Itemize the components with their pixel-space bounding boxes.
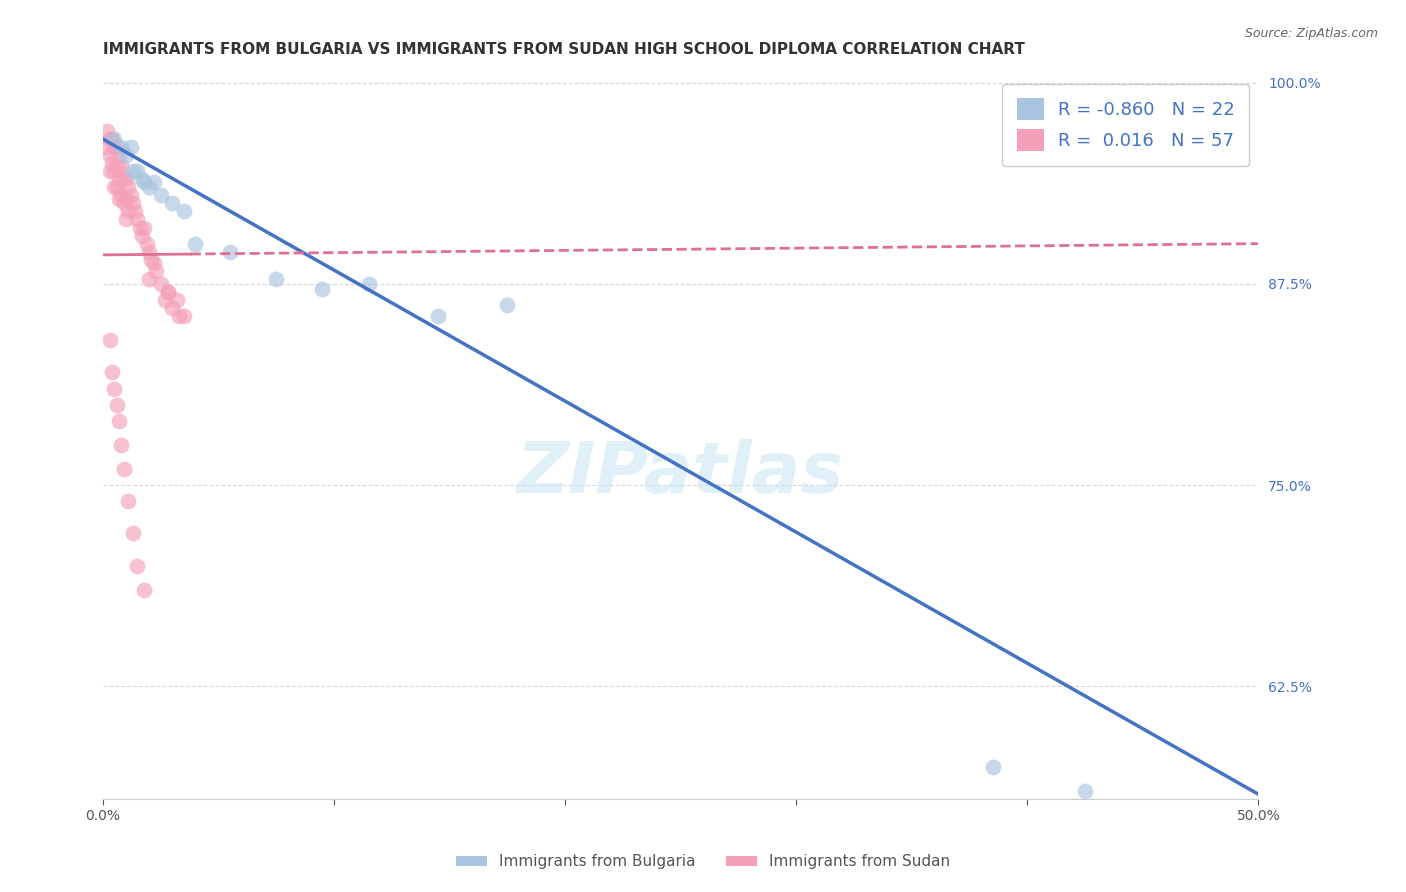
Point xyxy=(110,188,132,202)
Point xyxy=(105,180,128,194)
Point xyxy=(105,398,128,412)
Point xyxy=(103,164,125,178)
Point xyxy=(311,282,333,296)
Point xyxy=(103,382,125,396)
Point xyxy=(496,298,519,312)
Point xyxy=(131,228,153,243)
Point xyxy=(131,172,153,186)
Point xyxy=(173,309,195,323)
Point xyxy=(166,293,188,307)
Point xyxy=(127,558,149,573)
Legend: R = -0.860   N = 22, R =  0.016   N = 57: R = -0.860 N = 22, R = 0.016 N = 57 xyxy=(1002,84,1250,166)
Point xyxy=(112,462,135,476)
Point xyxy=(98,164,121,178)
Point xyxy=(264,272,287,286)
Text: IMMIGRANTS FROM BULGARIA VS IMMIGRANTS FROM SUDAN HIGH SCHOOL DIPLOMA CORRELATIO: IMMIGRANTS FROM BULGARIA VS IMMIGRANTS F… xyxy=(103,42,1025,57)
Point xyxy=(173,204,195,219)
Point xyxy=(103,132,125,146)
Point xyxy=(121,164,143,178)
Point xyxy=(135,236,157,251)
Point xyxy=(105,160,128,174)
Point xyxy=(108,172,131,186)
Point xyxy=(112,169,135,183)
Point xyxy=(117,180,139,194)
Point xyxy=(141,252,163,267)
Point xyxy=(1074,784,1097,798)
Point xyxy=(101,366,124,380)
Point xyxy=(117,494,139,508)
Legend: Immigrants from Bulgaria, Immigrants from Sudan: Immigrants from Bulgaria, Immigrants fro… xyxy=(450,848,956,875)
Point xyxy=(115,172,138,186)
Point xyxy=(110,438,132,452)
Point xyxy=(357,277,380,291)
Point xyxy=(127,212,149,227)
Point xyxy=(138,244,160,259)
Point xyxy=(96,124,118,138)
Point xyxy=(101,156,124,170)
Point xyxy=(160,301,183,315)
Point xyxy=(120,140,142,154)
Point xyxy=(184,236,207,251)
Point xyxy=(219,244,242,259)
Point xyxy=(134,582,156,597)
Point xyxy=(96,140,118,154)
Point xyxy=(149,188,172,202)
Point xyxy=(108,148,131,162)
Point xyxy=(128,220,150,235)
Point xyxy=(103,180,125,194)
Point xyxy=(167,309,190,323)
Point xyxy=(124,204,146,219)
Point xyxy=(98,333,121,347)
Point xyxy=(115,212,138,227)
Point xyxy=(426,309,449,323)
Point xyxy=(127,164,149,178)
Text: ZIPatlas: ZIPatlas xyxy=(517,439,844,508)
Point xyxy=(115,192,138,206)
Point xyxy=(98,148,121,162)
Point xyxy=(134,220,156,235)
Point xyxy=(103,140,125,154)
Point xyxy=(108,192,131,206)
Point xyxy=(121,196,143,211)
Point xyxy=(120,188,142,202)
Point xyxy=(160,196,183,211)
Point xyxy=(138,272,160,286)
Point xyxy=(138,180,160,194)
Point xyxy=(156,285,179,299)
Point xyxy=(156,285,179,299)
Point xyxy=(121,526,143,541)
Point xyxy=(145,264,167,278)
Point xyxy=(108,414,131,428)
Point xyxy=(142,256,165,270)
Point xyxy=(117,204,139,219)
Point xyxy=(112,196,135,211)
Point xyxy=(149,277,172,291)
Text: Source: ZipAtlas.com: Source: ZipAtlas.com xyxy=(1244,27,1378,40)
Point xyxy=(105,140,128,154)
Point xyxy=(98,132,121,146)
Point xyxy=(101,132,124,146)
Point xyxy=(110,140,132,154)
Point xyxy=(134,176,156,190)
Point xyxy=(142,176,165,190)
Point xyxy=(110,160,132,174)
Point xyxy=(153,293,176,307)
Point xyxy=(981,760,1004,774)
Point xyxy=(115,148,138,162)
